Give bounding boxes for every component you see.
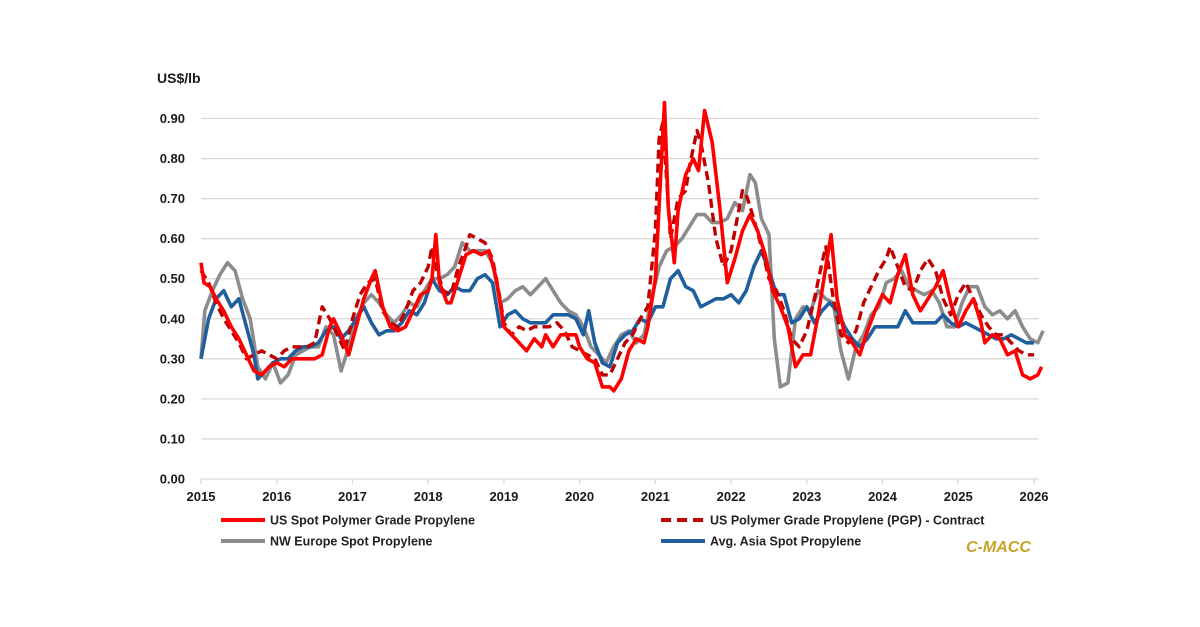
x-tick-label: 2017 [338, 489, 367, 504]
x-axis-ticks: 2015 2016 2017 2018 2019 2020 2021 2022 2023 2024… [187, 489, 1049, 504]
series-us-contract-line [199, 120, 1034, 377]
x-tick-label: 2025 [944, 489, 973, 504]
legend-item-us-spot: US Spot Polymer Grade Propylene [221, 514, 475, 528]
y-tick-label: 0.60 [160, 231, 185, 246]
y-tick-label: 0.20 [160, 391, 185, 406]
y-tick-label: 0.10 [160, 431, 185, 446]
y-tick-label: 0.80 [160, 151, 185, 166]
legend-item-nw-europe: NW Europe Spot Propylene [221, 535, 433, 549]
x-tick-label: 2019 [489, 489, 518, 504]
legend: US Spot Polymer Grade Propylene US Polym… [221, 514, 985, 549]
x-tick-label: 2022 [717, 489, 746, 504]
x-tick-label: 2021 [641, 489, 670, 504]
y-tick-label: 0.50 [160, 271, 185, 286]
x-tick-label: 2020 [565, 489, 594, 504]
series-lines [199, 100, 1045, 393]
y-tick-label: 0.90 [160, 111, 185, 126]
x-tick-label: 2018 [414, 489, 443, 504]
x-tick-label: 2015 [187, 489, 216, 504]
y-tick-label: 0.70 [160, 191, 185, 206]
series-us-spot-line [199, 100, 1044, 393]
y-tick-label: 0.40 [160, 311, 185, 326]
y-axis-label: US$/lb [157, 70, 201, 86]
y-tick-label: 0.00 [160, 472, 185, 487]
legend-item-us-contract: US Polymer Grade Propylene (PGP) - Contr… [661, 514, 985, 528]
brand-logo: C-MACC [966, 539, 1031, 556]
x-tick-label: 2023 [792, 489, 821, 504]
gridlines [201, 117, 1039, 440]
legend-label-us-contract: US Polymer Grade Propylene (PGP) - Contr… [710, 514, 985, 528]
x-tick-label: 2026 [1020, 489, 1049, 504]
legend-label-asia: Avg. Asia Spot Propylene [710, 535, 861, 549]
x-tick-label: 2016 [262, 489, 291, 504]
y-axis-ticks: 0.00 0.10 0.20 0.30 0.40 0.50 0.60 0.70 0.80 0.90 [160, 111, 185, 487]
legend-label-us-spot: US Spot Polymer Grade Propylene [270, 514, 475, 528]
y-tick-label: 0.30 [160, 351, 185, 366]
legend-label-nw-europe: NW Europe Spot Propylene [270, 535, 433, 549]
x-tick-label: 2024 [868, 489, 898, 504]
legend-item-asia: Avg. Asia Spot Propylene [661, 535, 861, 549]
x-axis [200, 478, 1039, 484]
